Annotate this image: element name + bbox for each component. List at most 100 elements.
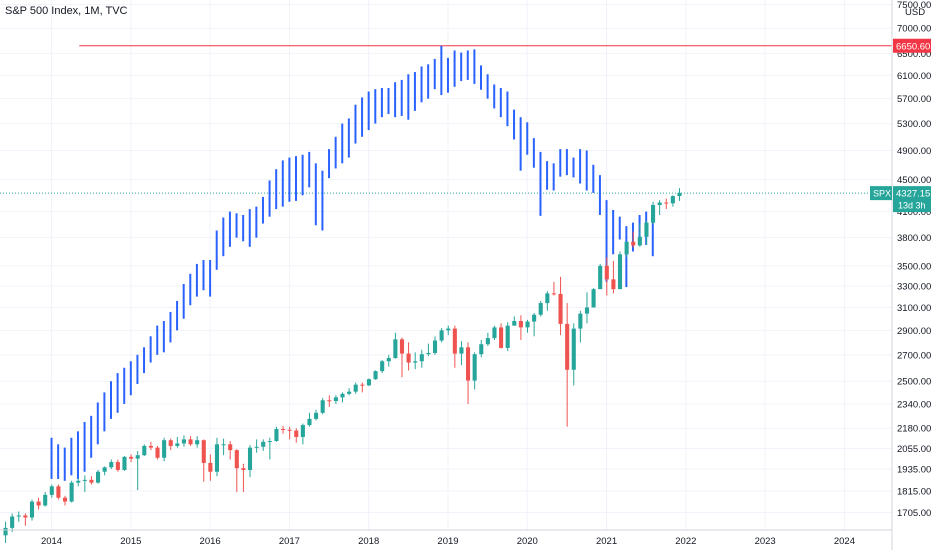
candle-body bbox=[314, 412, 319, 419]
candle-body bbox=[300, 425, 305, 437]
candle bbox=[545, 291, 550, 311]
candle bbox=[16, 511, 21, 522]
candle-body bbox=[399, 339, 405, 354]
resistance-price-label: 6650.60 bbox=[896, 41, 930, 52]
candle-body bbox=[518, 321, 523, 328]
candle bbox=[287, 426, 292, 440]
candle-body bbox=[571, 328, 576, 370]
y-tick-label: 4100.00 bbox=[897, 207, 931, 218]
candle-body bbox=[307, 418, 312, 426]
candle bbox=[234, 449, 239, 492]
candle-body bbox=[142, 445, 147, 456]
candle bbox=[36, 497, 41, 510]
candle bbox=[651, 201, 656, 225]
projection-bars bbox=[50, 45, 654, 481]
candle bbox=[175, 436, 180, 448]
y-tick-label: 5300.00 bbox=[897, 119, 931, 130]
y-tick-label: 2055.00 bbox=[897, 444, 931, 455]
candle bbox=[340, 392, 345, 403]
candle-body bbox=[234, 450, 239, 469]
candle-body bbox=[162, 440, 167, 458]
symbol-tag bbox=[870, 186, 892, 201]
candle bbox=[96, 469, 101, 484]
candle bbox=[611, 261, 616, 294]
candle-body bbox=[109, 462, 114, 468]
candle-body bbox=[89, 479, 94, 483]
candle bbox=[82, 475, 87, 492]
candle bbox=[142, 444, 147, 457]
candle bbox=[360, 382, 365, 393]
candles bbox=[3, 188, 682, 543]
candle-body bbox=[261, 441, 266, 447]
candle bbox=[10, 513, 15, 533]
x-tick-label: 2016 bbox=[200, 536, 221, 547]
candle bbox=[485, 332, 490, 347]
candle bbox=[637, 223, 642, 247]
candle bbox=[109, 459, 114, 470]
x-tick-label: 2014 bbox=[41, 536, 62, 547]
candle-body bbox=[432, 340, 438, 353]
candle-body bbox=[122, 456, 127, 470]
candle-body bbox=[76, 480, 81, 483]
candle bbox=[617, 251, 623, 290]
y-tick-label: 3500.00 bbox=[897, 261, 931, 272]
candle-body bbox=[479, 344, 484, 355]
candle bbox=[43, 491, 48, 507]
candle bbox=[644, 220, 649, 245]
candle bbox=[631, 231, 636, 248]
candle bbox=[439, 327, 444, 343]
candle-body bbox=[241, 468, 246, 470]
candle-body bbox=[651, 204, 656, 223]
chart-title: S&P 500 Index, 1M, TVC bbox=[5, 5, 128, 17]
candle-body bbox=[23, 515, 28, 518]
candle bbox=[62, 495, 68, 506]
candle-body bbox=[274, 428, 279, 442]
candle-body bbox=[532, 314, 537, 322]
candle bbox=[353, 382, 358, 394]
candle bbox=[23, 513, 28, 526]
candle bbox=[254, 439, 259, 453]
candle-body bbox=[148, 445, 153, 448]
grid bbox=[0, 0, 892, 530]
candle bbox=[499, 323, 504, 349]
candle bbox=[373, 370, 378, 380]
candle-body bbox=[426, 352, 431, 355]
y-tick-label: 6500.00 bbox=[897, 49, 931, 60]
candle bbox=[380, 359, 385, 374]
candle bbox=[366, 378, 371, 387]
candle bbox=[314, 409, 319, 421]
candle bbox=[300, 423, 305, 445]
y-tick-label: 3800.00 bbox=[897, 233, 931, 244]
candle-body bbox=[538, 303, 543, 315]
candle bbox=[525, 319, 530, 333]
candle bbox=[214, 437, 220, 477]
candle bbox=[148, 441, 153, 451]
y-tick-label: 1815.00 bbox=[897, 487, 931, 498]
candle bbox=[188, 436, 193, 446]
candle bbox=[281, 425, 286, 434]
candle bbox=[413, 352, 418, 370]
x-tick-label: 2015 bbox=[120, 536, 141, 547]
candle bbox=[624, 241, 629, 258]
candle-body bbox=[287, 429, 292, 431]
candle-body bbox=[598, 265, 603, 290]
candle bbox=[181, 435, 186, 447]
candle bbox=[604, 257, 609, 296]
candle-body bbox=[347, 391, 352, 394]
x-tick-label: 2022 bbox=[675, 536, 696, 547]
y-tick-label: 2700.00 bbox=[897, 350, 931, 361]
candle bbox=[89, 476, 94, 485]
candle bbox=[578, 310, 583, 343]
candle bbox=[598, 263, 603, 290]
candle-body bbox=[135, 455, 140, 459]
candle bbox=[452, 325, 457, 368]
candle-body bbox=[327, 400, 332, 402]
candle bbox=[327, 395, 332, 407]
candle-body bbox=[10, 516, 15, 528]
candle-body bbox=[247, 447, 253, 470]
y-tick-label: 5700.00 bbox=[897, 94, 931, 105]
y-tick-label: 2180.00 bbox=[897, 424, 931, 435]
candle bbox=[677, 188, 682, 201]
candle bbox=[446, 325, 451, 336]
